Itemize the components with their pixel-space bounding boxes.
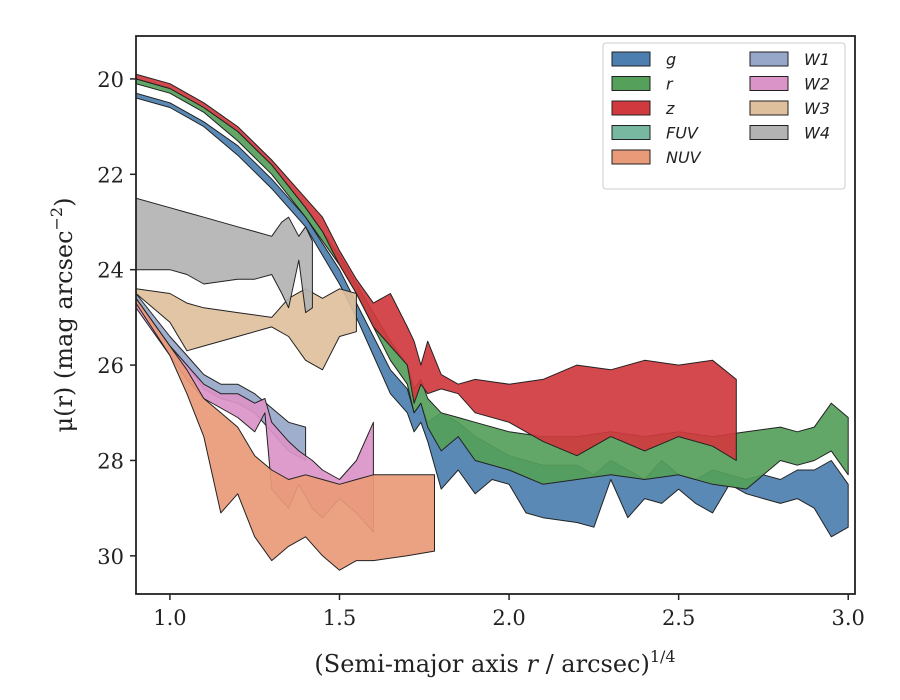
y-tick-label: 30 <box>97 545 124 569</box>
x-axis-label: (Semi-major axis r / arcsec)1/4 <box>314 647 675 678</box>
legend-label-w3: W3 <box>804 99 830 118</box>
legend: grz FUV NUV W1 W2 W3 W4 <box>602 42 846 190</box>
legend-label-w1: W1 <box>804 50 830 69</box>
legend-swatch-fuv <box>611 125 651 140</box>
x-tick-label: 2.0 <box>492 606 525 630</box>
legend-label-w4: W4 <box>804 124 830 143</box>
legend-label-g: g <box>666 50 676 69</box>
y-axis-label: μ(r) (mag arcsec−2) <box>47 198 78 433</box>
legend-label-fuv: FUV <box>666 124 699 143</box>
plot-frame <box>135 35 856 595</box>
y-tick-label: 26 <box>97 354 124 378</box>
x-tick-label: 1.5 <box>323 606 356 630</box>
profile-bands <box>136 73 849 571</box>
x-tick-label: 1.0 <box>153 606 186 630</box>
legend-swatch-z <box>611 100 651 116</box>
x-tick-label: 2.5 <box>662 606 695 630</box>
legend-swatch-w2 <box>749 76 789 91</box>
legend-swatch-w3 <box>749 100 789 116</box>
legend-label-nuv: NUV <box>666 148 702 167</box>
band-w4 <box>136 197 313 314</box>
legend-swatch-r <box>611 76 651 91</box>
y-tick-label: 24 <box>97 259 124 283</box>
band-w3 <box>136 288 357 371</box>
legend-label-z: z <box>665 99 675 118</box>
y-tick-label: 28 <box>97 449 124 473</box>
y-axis: 20 22 24 26 28 30 <box>97 68 136 569</box>
band-z <box>136 73 737 461</box>
x-tick-label: 3.0 <box>832 606 865 630</box>
legend-swatch-w4 <box>749 125 789 140</box>
legend-label-r: r <box>666 75 674 94</box>
x-axis: 1.0 1.5 2.0 2.5 3.0 <box>153 594 865 630</box>
band-nuv <box>136 297 435 571</box>
legend-swatch-nuv <box>611 149 651 165</box>
legend-label-w2: W2 <box>804 75 830 94</box>
legend-swatch-w1 <box>749 51 789 67</box>
y-tick-label: 20 <box>97 68 124 92</box>
y-tick-label: 22 <box>97 163 124 187</box>
legend-swatch-g <box>611 51 651 67</box>
